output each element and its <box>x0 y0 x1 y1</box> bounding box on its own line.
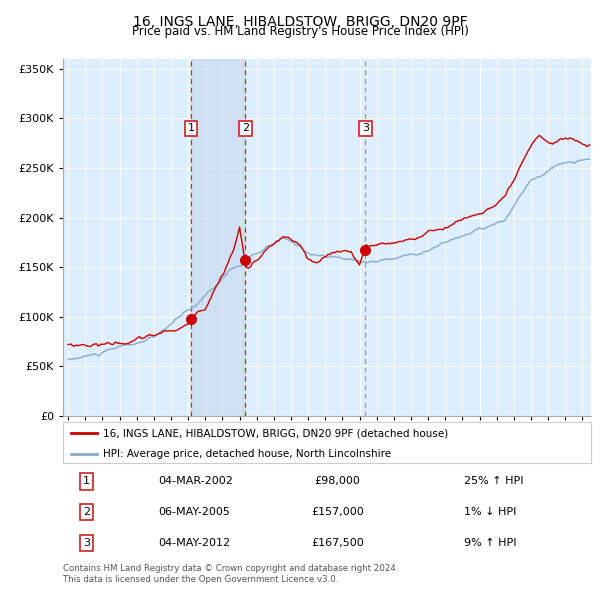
Text: 3: 3 <box>362 123 369 133</box>
Text: 1: 1 <box>188 123 194 133</box>
Text: 1: 1 <box>83 477 90 486</box>
Text: 04-MAY-2012: 04-MAY-2012 <box>158 538 230 548</box>
Text: 25% ↑ HPI: 25% ↑ HPI <box>464 477 524 486</box>
Text: 06-MAY-2005: 06-MAY-2005 <box>158 507 230 517</box>
Text: £98,000: £98,000 <box>314 477 361 486</box>
Text: 2: 2 <box>242 123 249 133</box>
Text: 16, INGS LANE, HIBALDSTOW, BRIGG, DN20 9PF: 16, INGS LANE, HIBALDSTOW, BRIGG, DN20 9… <box>133 15 467 29</box>
Text: 3: 3 <box>83 538 90 548</box>
Text: Contains HM Land Registry data © Crown copyright and database right 2024.: Contains HM Land Registry data © Crown c… <box>63 565 398 573</box>
Bar <box>191 59 245 416</box>
Text: £157,000: £157,000 <box>311 507 364 517</box>
Text: HPI: Average price, detached house, North Lincolnshire: HPI: Average price, detached house, Nort… <box>103 449 391 459</box>
Text: 9% ↑ HPI: 9% ↑ HPI <box>464 538 517 548</box>
Text: This data is licensed under the Open Government Licence v3.0.: This data is licensed under the Open Gov… <box>63 575 338 584</box>
Text: Price paid vs. HM Land Registry's House Price Index (HPI): Price paid vs. HM Land Registry's House … <box>131 25 469 38</box>
Text: 1% ↓ HPI: 1% ↓ HPI <box>464 507 517 517</box>
Text: 2: 2 <box>83 507 91 517</box>
Text: 04-MAR-2002: 04-MAR-2002 <box>158 477 233 486</box>
Text: £167,500: £167,500 <box>311 538 364 548</box>
Text: 16, INGS LANE, HIBALDSTOW, BRIGG, DN20 9PF (detached house): 16, INGS LANE, HIBALDSTOW, BRIGG, DN20 9… <box>103 428 448 438</box>
